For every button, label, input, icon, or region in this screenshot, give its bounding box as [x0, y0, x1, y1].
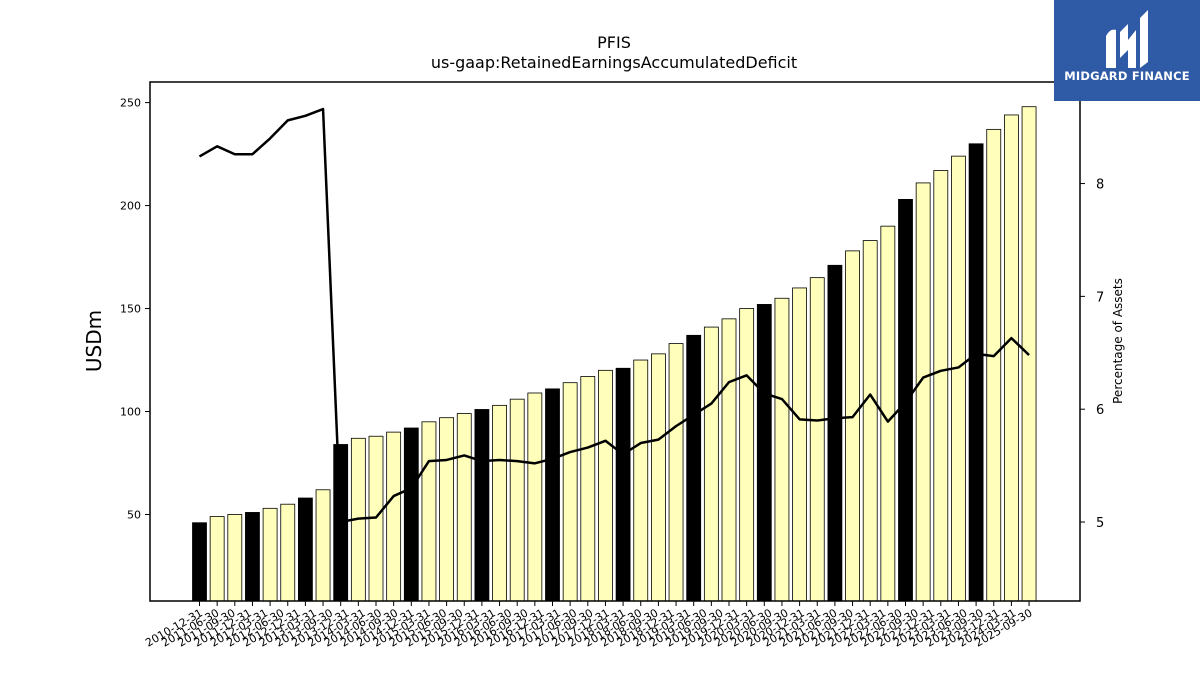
- bar: [968, 143, 984, 602]
- bar: [297, 497, 313, 602]
- bar: [845, 250, 860, 602]
- bar: [456, 413, 472, 602]
- y-tick-label: 50: [127, 509, 141, 522]
- bar: [492, 404, 507, 602]
- bar: [703, 326, 719, 602]
- y-tick-label: 150: [120, 303, 141, 316]
- y-axis-label: USDm: [82, 310, 106, 372]
- bar: [598, 369, 613, 602]
- bar: [280, 503, 296, 602]
- bar: [227, 514, 243, 602]
- bar: [245, 512, 260, 602]
- company-logo: MIDGARD FINANCE: [1054, 0, 1200, 101]
- y-tick-label: 250: [120, 97, 141, 110]
- bar: [915, 182, 931, 602]
- bar: [403, 427, 419, 602]
- bar: [933, 170, 949, 602]
- bar: [439, 417, 455, 602]
- bar: [774, 297, 790, 602]
- bar: [315, 489, 331, 602]
- y-tick-label: 100: [120, 406, 141, 419]
- bar: [421, 421, 437, 602]
- logo-text: MIDGARD FINANCE: [1064, 69, 1190, 83]
- y2-tick-label: 5: [1096, 516, 1104, 531]
- x-axis: 2010-12-312011-06-302011-09-302011-12-31…: [143, 601, 1035, 650]
- bar: [633, 359, 649, 602]
- bar: [809, 277, 825, 602]
- bar: [986, 128, 1002, 602]
- bar: [192, 522, 207, 602]
- bar: [386, 431, 402, 602]
- bar: [668, 343, 684, 602]
- bar: [209, 516, 225, 602]
- bar: [827, 264, 843, 602]
- bar: [509, 398, 525, 602]
- y2-axis-label: Percentage of Assets: [1111, 278, 1125, 404]
- chart-subtitle: us-gaap:RetainedEarningsAccumulatedDefic…: [431, 53, 797, 72]
- bar: [615, 367, 631, 602]
- plot-frame: [149, 81, 1081, 602]
- y2-tick-label: 6: [1096, 403, 1104, 418]
- line-series-path: [198, 107, 1030, 524]
- y2-tick-label: 7: [1096, 290, 1104, 305]
- logo-mark-icon: [1106, 10, 1148, 69]
- y-tick-label: 200: [120, 200, 141, 213]
- bar: [262, 507, 278, 602]
- bar: [527, 392, 543, 602]
- bar: [898, 198, 913, 602]
- y-axis-right: 5 6 7 8: [1080, 178, 1104, 531]
- bar: [1004, 114, 1019, 602]
- bar: [951, 155, 966, 602]
- bar: [474, 409, 490, 602]
- bar: [686, 334, 702, 602]
- y2-tick-label: 8: [1096, 178, 1104, 193]
- bar: [721, 318, 737, 602]
- chart-title: PFIS: [597, 33, 631, 52]
- line-series: [198, 107, 1030, 524]
- bar: [545, 388, 560, 602]
- bar-series: [192, 106, 1037, 602]
- bar: [862, 240, 878, 602]
- bar: [792, 287, 807, 602]
- bar: [580, 376, 596, 602]
- bar: [651, 353, 666, 602]
- bar: [739, 308, 755, 602]
- bar: [756, 304, 772, 602]
- bar: [562, 382, 578, 602]
- y-axis-left: 50 100 150 200 250: [120, 97, 150, 522]
